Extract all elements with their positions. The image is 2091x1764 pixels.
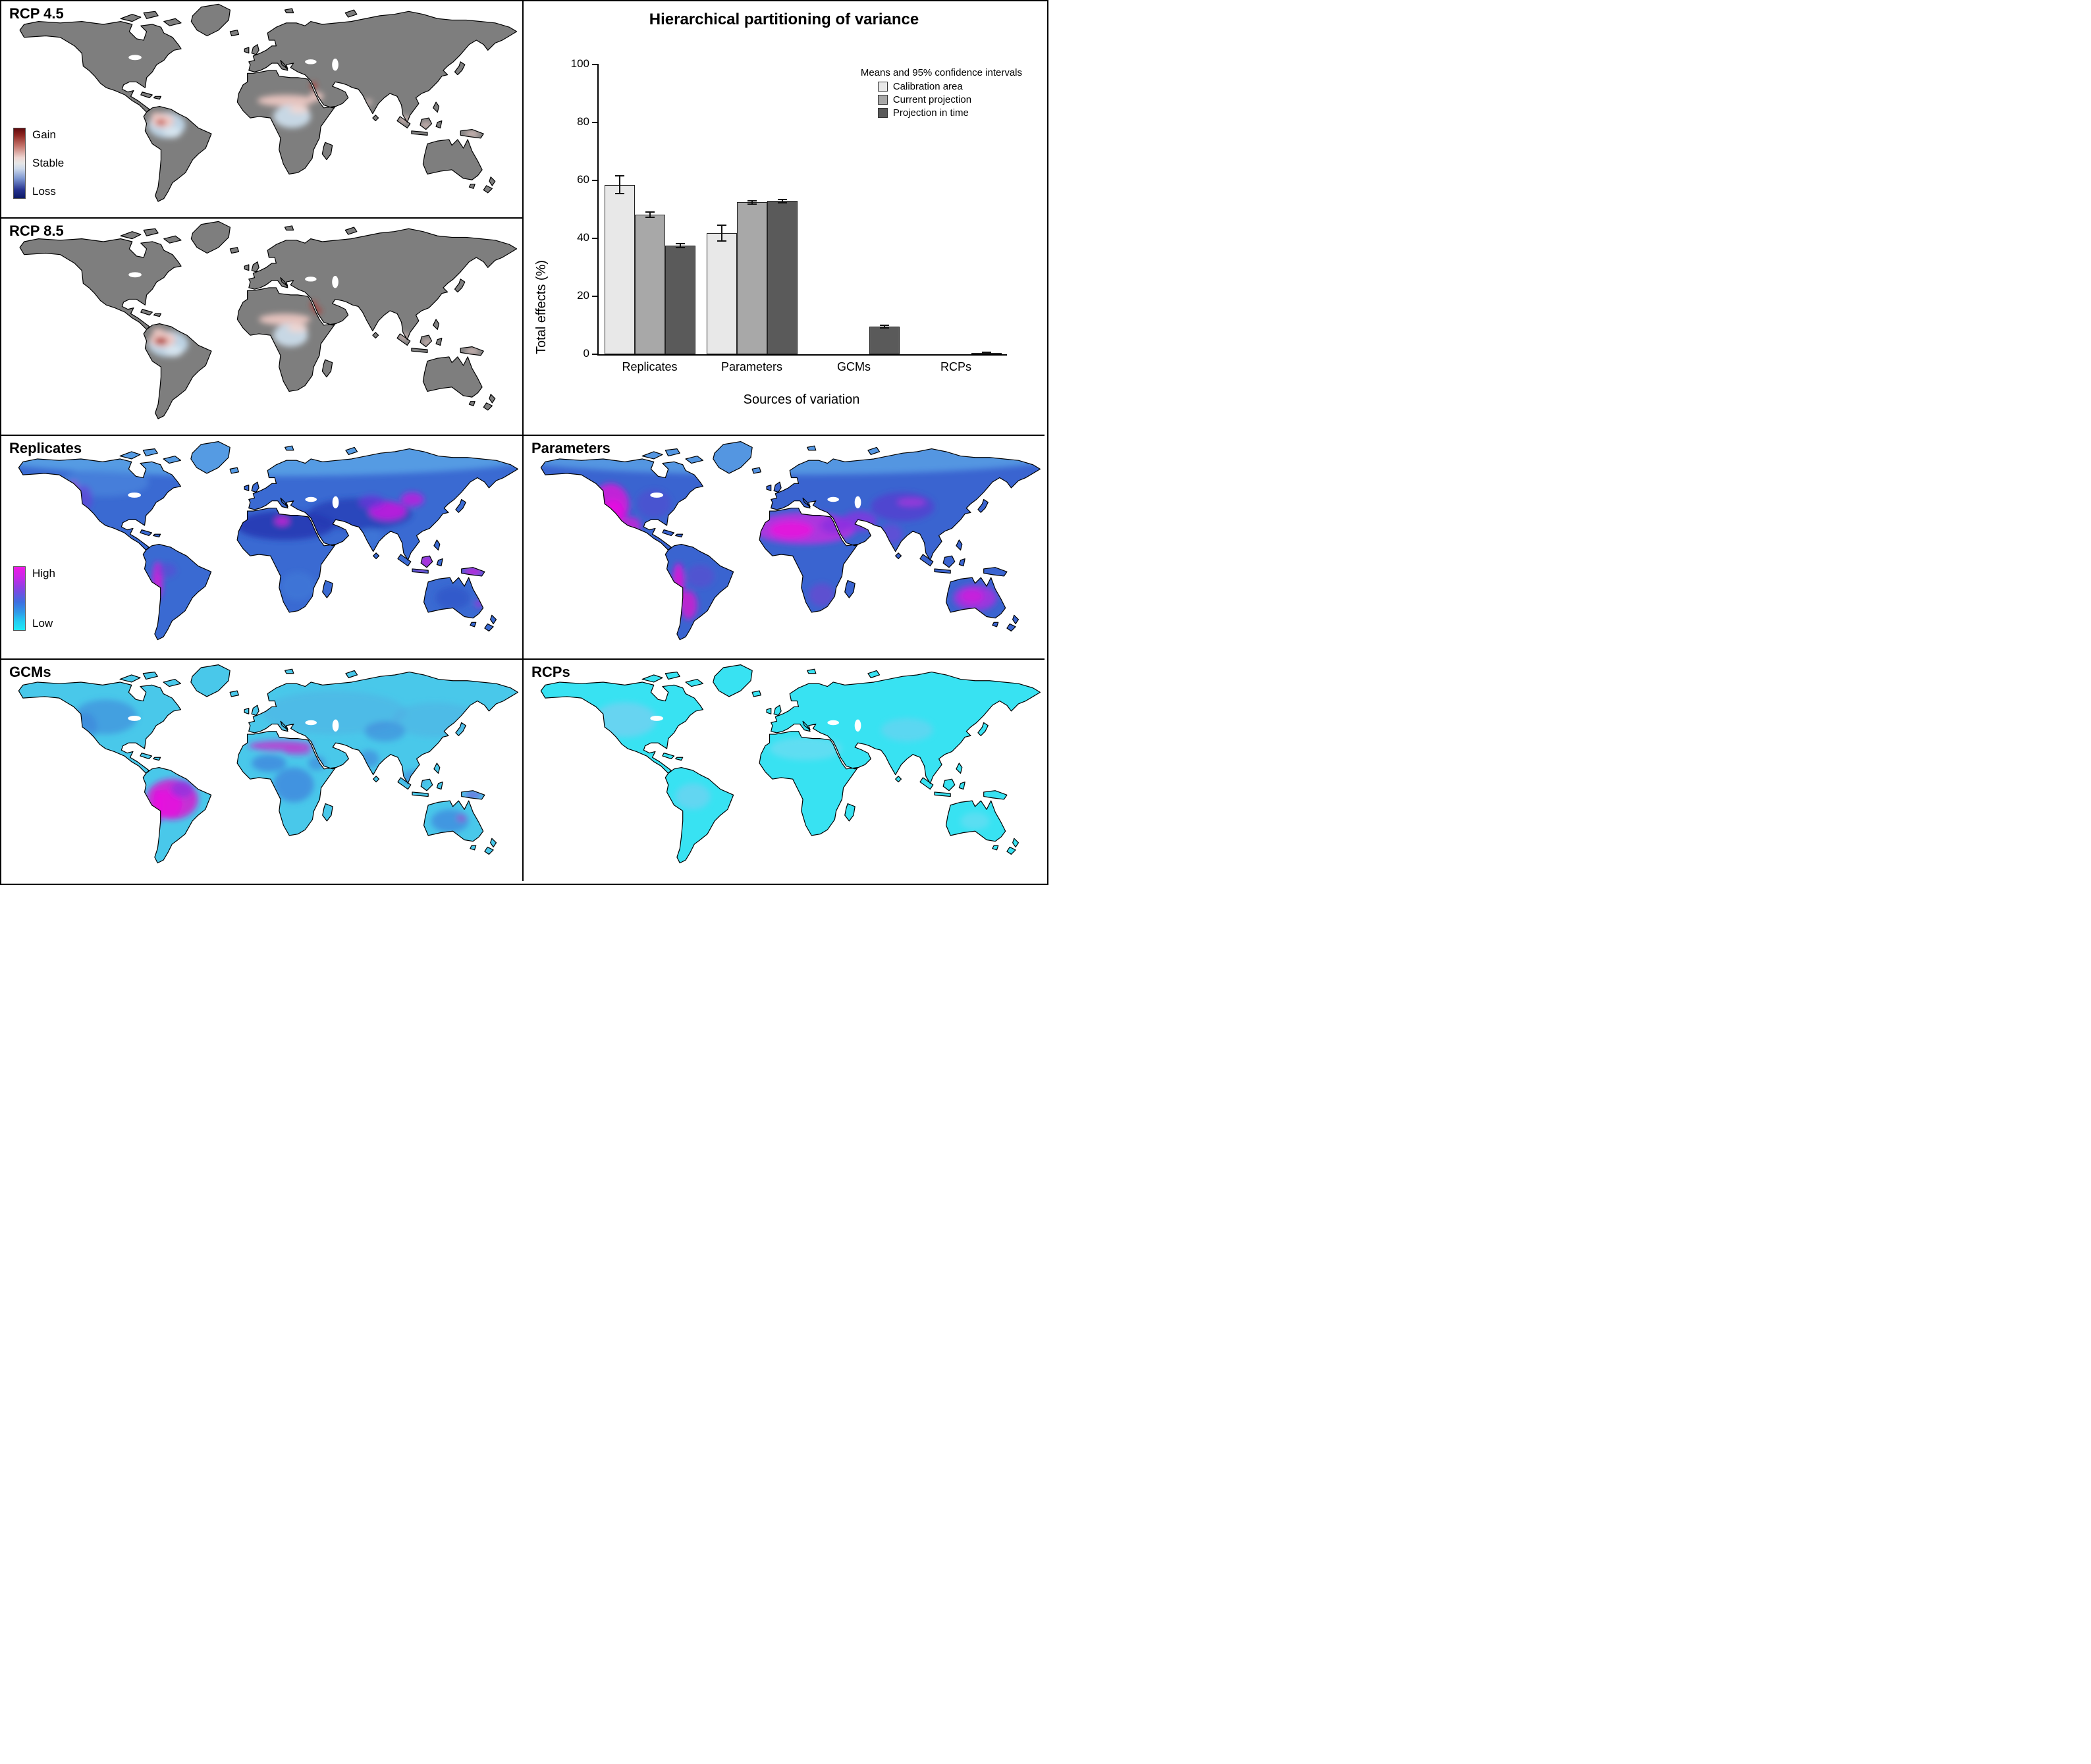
error-bar-cap <box>614 175 624 177</box>
high-low-gradient-bar <box>13 566 26 631</box>
error-bar-cap <box>777 201 787 203</box>
error-bar-cap <box>675 242 685 244</box>
legend-label-current-projection: Current projection <box>892 94 972 105</box>
chart-title: Hierarchical partitioning of variance <box>649 11 919 28</box>
bar-replicates-calibration-area <box>604 184 635 354</box>
panel-rcp45-label: RCP 4.5 <box>9 5 64 22</box>
panel-replicates-label: Replicates <box>9 440 82 456</box>
panel-gcms-label: GCMs <box>9 664 51 680</box>
chart-legend-title: Means and 95% confidence intervals <box>860 67 1022 78</box>
map-parameters <box>540 441 1041 641</box>
bar-parameters-projection-in-time <box>767 201 798 354</box>
x-category-label-gcms: GCMs <box>837 360 871 373</box>
legend-item-calibration-area: Calibration area <box>877 81 1022 92</box>
legend-item-current-projection: Current projection <box>877 94 1022 105</box>
legend-label-loss: Loss <box>32 185 56 198</box>
y-axis-tick <box>592 354 599 355</box>
legend-label-high: High <box>32 567 55 579</box>
gain-loss-gradient-bar <box>13 128 26 199</box>
y-axis-tick <box>592 238 599 239</box>
x-category-label-parameters: Parameters <box>720 360 783 373</box>
bar-gcms-projection-in-time <box>869 326 900 354</box>
legend-label-calibration-area: Calibration area <box>892 81 963 92</box>
legend-label-low: Low <box>32 617 53 629</box>
high-low-legend: High Low <box>13 566 55 631</box>
x-category-label-replicates: Replicates <box>622 360 678 373</box>
error-bar <box>649 211 651 218</box>
y-axis-tick <box>592 64 599 65</box>
bar-replicates-projection-in-time <box>665 246 695 354</box>
y-axis-tick <box>592 122 599 123</box>
chart-plot-area: 0 20 40 60 80 100 Replicates Parameters GCMs RCPs <box>571 57 1007 373</box>
error-bar <box>751 200 753 205</box>
error-bar-cap <box>777 198 787 200</box>
error-bar-cap <box>879 327 889 329</box>
panel-rcp45: RCP 4.5 <box>1 1 524 219</box>
legend-label-stable: Stable <box>32 157 65 169</box>
map-rcp85 <box>19 221 518 420</box>
y-axis-tick <box>592 296 599 297</box>
variance-blobs-parameters <box>541 441 1041 620</box>
error-bar <box>883 325 885 328</box>
y-axis-tick-label: 80 <box>577 115 589 128</box>
panel-rcps-label: RCPs <box>531 664 570 680</box>
panel-barchart: Hierarchical partitioning of variance To… <box>524 1 1045 436</box>
legend-label-gain: Gain <box>32 128 56 141</box>
error-bar-cap <box>717 224 726 226</box>
y-axis-tick-label: 20 <box>577 289 589 302</box>
y-axis-tick-label: 40 <box>577 231 589 244</box>
high-low-legend-labels: High Low <box>32 566 55 631</box>
y-axis-tick-label: 0 <box>583 347 589 360</box>
y-axis-title: Total effects (%) <box>534 259 549 354</box>
error-bar-cap <box>717 240 726 242</box>
x-axis-title: Sources of variation <box>743 392 860 407</box>
gain-loss-legend: Gain Stable Loss <box>13 128 64 199</box>
error-bar <box>679 243 681 248</box>
y-axis-tick-label: 60 <box>577 173 589 186</box>
panel-parameters-label: Parameters <box>531 440 611 456</box>
error-bar <box>720 225 722 242</box>
panel-rcp85-label: RCP 8.5 <box>9 223 64 239</box>
projection-in-time-swatch <box>877 108 888 118</box>
current-projection-swatch <box>877 95 888 105</box>
bar-parameters-current-projection <box>736 202 767 354</box>
error-bar-cap <box>747 200 757 201</box>
chart-legend: Means and 95% confidence intervals Calib… <box>861 67 1022 120</box>
legend-label-projection-in-time: Projection in time <box>892 107 969 119</box>
error-bar-cap <box>981 352 991 354</box>
error-bar <box>618 176 620 194</box>
map-rcps <box>540 664 1041 864</box>
legend-item-projection-in-time: Projection in time <box>877 107 1022 119</box>
y-axis-tick-label: 100 <box>570 57 589 70</box>
calibration-area-swatch <box>877 82 888 92</box>
error-bar-cap <box>747 203 757 205</box>
bar-parameters-calibration-area <box>706 233 737 354</box>
error-bar-cap <box>645 211 655 213</box>
error-bar-cap <box>879 324 889 326</box>
bar-replicates-current-projection <box>634 214 665 354</box>
error-bar-cap <box>675 247 685 249</box>
map-rcp45 <box>19 3 518 203</box>
panel-rcps: RCPs <box>524 660 1045 881</box>
landmass <box>541 664 1041 863</box>
panel-parameters: Parameters <box>524 436 1045 660</box>
error-bar-cap <box>614 192 624 194</box>
error-bar-cap <box>645 217 655 219</box>
map-replicates <box>18 441 519 641</box>
map-gcms <box>18 664 519 864</box>
gain-loss-legend-labels: Gain Stable Loss <box>32 128 64 199</box>
panel-replicates: Replicates <box>1 436 524 660</box>
figure-root: RCP 4.5 <box>0 0 1048 885</box>
panel-gcms: GCMs <box>1 660 524 881</box>
variance-blobs-rcps <box>593 702 990 830</box>
x-category-label-rcps: RCPs <box>940 360 972 373</box>
error-bar <box>781 199 783 203</box>
panel-rcp85: RCP 8.5 <box>1 219 524 436</box>
y-axis-tick <box>592 180 599 181</box>
variance-blobs-gcms <box>73 691 482 833</box>
error-bar-cap <box>981 353 991 355</box>
